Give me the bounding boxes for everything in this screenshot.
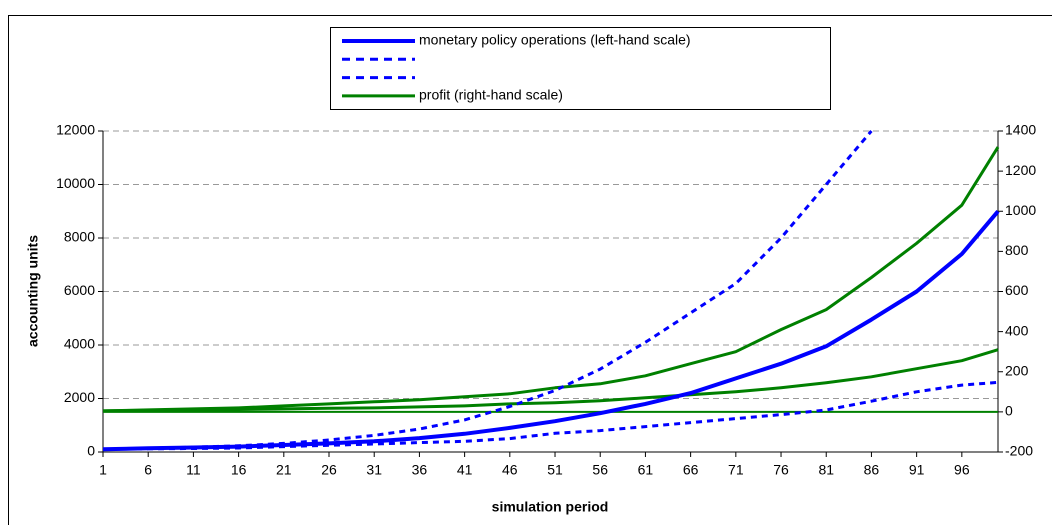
x-tick-label: 81 xyxy=(818,462,834,478)
y2-tick-label: 600 xyxy=(1005,282,1029,298)
y2-tick-label: -200 xyxy=(1005,443,1033,459)
y2-tick-label: 0 xyxy=(1005,403,1013,419)
y-tick-label: 2000 xyxy=(64,389,95,405)
x-tick-label: 21 xyxy=(276,462,292,478)
x-tick-label: 31 xyxy=(366,462,382,478)
x-tick-label: 16 xyxy=(231,462,247,478)
y-tick-label: 6000 xyxy=(64,282,95,298)
x-tick-label: 41 xyxy=(457,462,473,478)
x-tick-label: 96 xyxy=(954,462,970,478)
y-tick-label: 4000 xyxy=(64,336,95,352)
y-axis-title: accounting units xyxy=(25,235,41,347)
legend-label: monetary policy operations (left-hand sc… xyxy=(419,32,691,48)
x-tick-label: 76 xyxy=(773,462,789,478)
x-tick-label: 26 xyxy=(321,462,337,478)
y-tick-label: 10000 xyxy=(56,175,95,191)
x-tick-label: 11 xyxy=(186,462,201,478)
x-tick-label: 91 xyxy=(909,462,925,478)
y2-tick-label: 800 xyxy=(1005,242,1029,258)
x-tick-label: 1 xyxy=(99,462,107,478)
series-line xyxy=(102,130,873,451)
y2-tick-label: 1400 xyxy=(1005,122,1036,138)
y-tick-label: 0 xyxy=(87,443,95,459)
x-tick-label: 66 xyxy=(683,462,699,478)
y-tick-label: 12000 xyxy=(56,122,95,138)
x-tick-label: 61 xyxy=(638,462,654,478)
x-axis-title: simulation period xyxy=(492,499,609,515)
series-line xyxy=(102,348,999,413)
series-line xyxy=(102,210,1000,452)
x-tick-label: 71 xyxy=(728,462,744,478)
y-tick-label: 8000 xyxy=(64,229,95,245)
x-tick-label: 6 xyxy=(144,462,152,478)
x-tick-label: 86 xyxy=(864,462,880,478)
y2-tick-label: 200 xyxy=(1005,362,1029,378)
x-tick-label: 51 xyxy=(547,462,563,478)
series-line xyxy=(102,146,1000,413)
y2-tick-label: 1000 xyxy=(1005,202,1036,218)
y2-tick-label: 400 xyxy=(1005,322,1029,338)
x-tick-label: 46 xyxy=(502,462,518,478)
legend-label: profit (right-hand scale) xyxy=(419,87,563,103)
y2-tick-label: 1200 xyxy=(1005,162,1036,178)
series-line xyxy=(102,380,999,451)
x-tick-label: 56 xyxy=(592,462,608,478)
x-tick-label: 36 xyxy=(412,462,428,478)
